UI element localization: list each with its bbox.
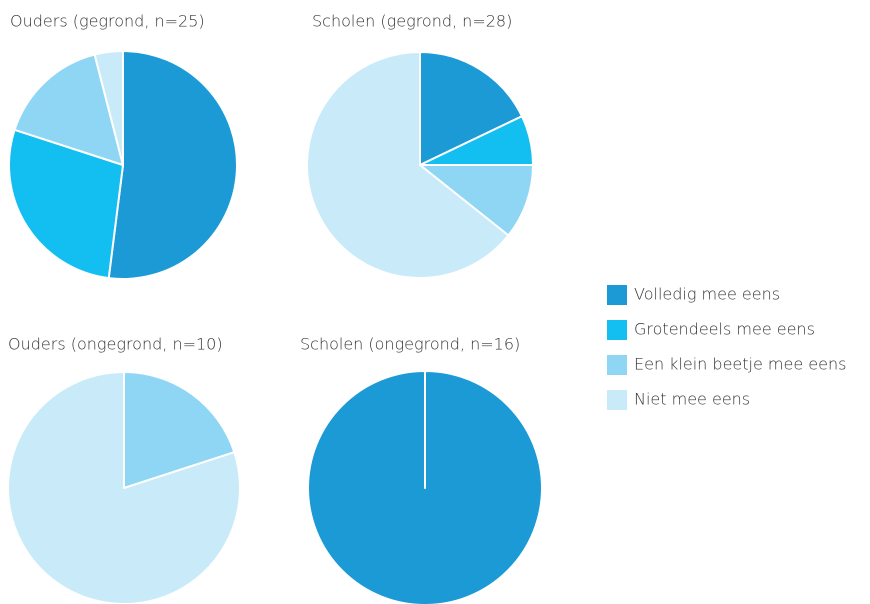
pie-title: Ouders (gegrond, n=25) <box>10 12 205 31</box>
legend-label: Grotendeels mee eens <box>634 320 815 339</box>
pie-slice <box>107 50 238 280</box>
pie-slice <box>307 370 543 604</box>
pie-slice <box>123 371 236 489</box>
pie-title: Scholen (ongegrond, n=16) <box>300 335 520 354</box>
pie-slice <box>93 50 124 166</box>
pie-slice <box>13 53 124 166</box>
legend-swatch <box>607 355 627 375</box>
pie-slice <box>419 51 523 166</box>
pie-slice <box>419 164 534 237</box>
pie-slice <box>306 51 510 279</box>
pie-slice <box>8 128 124 280</box>
legend-swatch <box>607 285 627 305</box>
legend-label: Volledig mee eens <box>634 285 780 304</box>
pie-slice <box>7 371 241 604</box>
legend-swatch <box>607 390 627 410</box>
legend-label: Niet mee eens <box>634 390 750 409</box>
pie-title: Ouders (ongegrond, n=10) <box>8 335 223 354</box>
pie-title: Scholen (gegrond, n=28) <box>312 12 512 31</box>
legend-label: Een klein beetje mee eens <box>634 355 846 374</box>
legend-swatch <box>607 320 627 340</box>
